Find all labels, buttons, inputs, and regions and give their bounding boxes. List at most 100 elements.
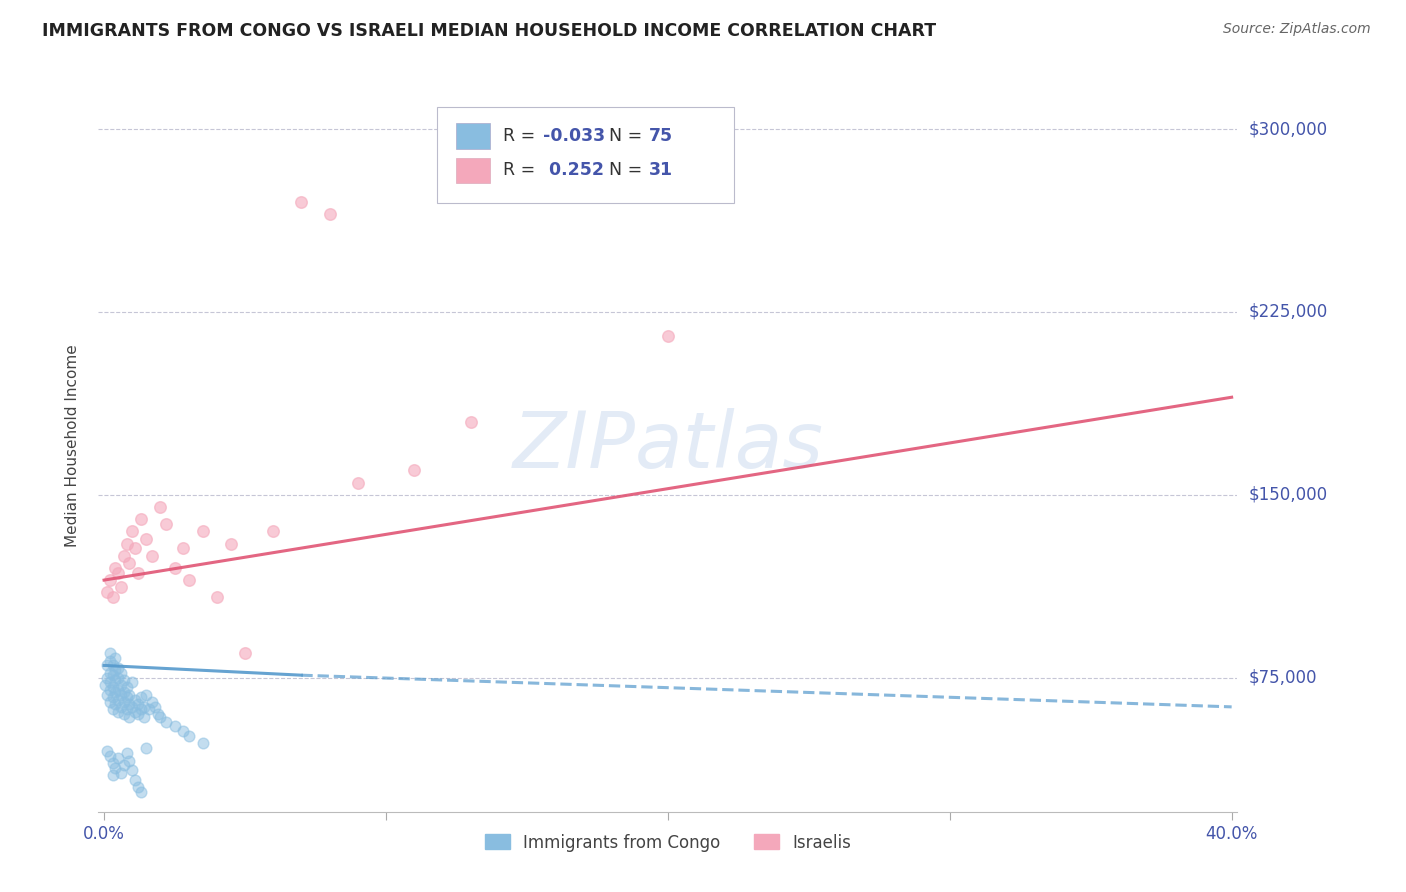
Point [112,673,135,687]
Point [155,516,177,531]
Text: N =: N = [609,161,647,179]
Point [124,692,146,706]
Point [118,698,141,712]
Point [155,714,177,729]
Point [107,661,129,675]
Point [98,675,121,690]
Point [124,541,146,556]
Point [96,744,118,758]
Point [112,695,135,709]
Point [101,756,124,770]
Point [101,590,124,604]
Point [205,590,228,604]
Text: R =: R = [503,161,540,179]
Point [98,654,121,668]
Point [135,532,157,546]
Text: $150,000: $150,000 [1249,486,1327,504]
Point [98,695,121,709]
Point [163,561,186,575]
Text: IMMIGRANTS FROM CONGO VS ISRAELI MEDIAN HOUSEHOLD INCOME CORRELATION CHART: IMMIGRANTS FROM CONGO VS ISRAELI MEDIAN … [42,22,936,40]
Point [115,702,138,716]
Point [121,675,143,690]
Point [138,702,160,716]
Point [149,709,172,723]
Point [98,665,121,680]
Point [121,699,143,714]
Point [110,765,132,780]
Point [163,719,186,733]
Point [141,695,163,709]
Text: 75: 75 [648,127,672,145]
Point [127,707,149,722]
Point [104,685,127,699]
Point [121,764,143,778]
Point [107,692,129,706]
Point [460,415,482,429]
Point [129,785,152,799]
Point [101,768,124,782]
Point [107,705,129,719]
Point [172,541,194,556]
Point [112,758,135,772]
Text: 0.252: 0.252 [543,161,603,179]
Point [132,699,155,714]
Point [115,536,138,550]
Point [110,678,132,692]
Point [129,690,152,705]
Point [104,673,127,687]
Text: Source: ZipAtlas.com: Source: ZipAtlas.com [1223,22,1371,37]
Point [124,772,146,787]
Point [404,463,426,477]
Point [104,761,127,775]
Point [101,658,124,673]
Y-axis label: Median Household Income: Median Household Income [65,344,80,548]
Point [129,702,152,716]
Point [177,729,200,743]
Point [135,741,157,756]
Point [127,780,149,795]
Point [115,681,138,695]
Point [107,671,129,685]
Point [110,665,132,680]
Point [104,698,127,712]
Point [118,556,141,570]
Point [191,524,214,539]
Point [233,646,256,660]
Point [143,699,166,714]
Point [657,329,679,343]
Point [96,585,118,599]
Point [104,651,127,665]
Point [110,688,132,702]
Point [96,688,118,702]
Text: 31: 31 [648,161,672,179]
Point [172,724,194,739]
Point [112,685,135,699]
Point [98,573,121,587]
Text: $300,000: $300,000 [1249,120,1327,138]
Point [115,690,138,705]
Point [124,705,146,719]
Point [98,748,121,763]
Point [112,549,135,563]
Point [115,746,138,760]
Point [101,681,124,695]
Point [127,566,149,580]
FancyBboxPatch shape [456,158,491,184]
Point [146,707,169,722]
Point [318,207,340,221]
Point [149,500,172,514]
Point [110,699,132,714]
Point [101,668,124,682]
Point [346,475,368,490]
Point [177,573,200,587]
Point [127,698,149,712]
Text: R =: R = [503,127,540,145]
Legend: Immigrants from Congo, Israelis: Immigrants from Congo, Israelis [478,827,858,858]
FancyBboxPatch shape [437,107,734,203]
Point [191,736,214,750]
Text: N =: N = [609,127,647,145]
Point [121,524,143,539]
Point [135,688,157,702]
FancyBboxPatch shape [456,123,491,149]
Point [101,690,124,705]
